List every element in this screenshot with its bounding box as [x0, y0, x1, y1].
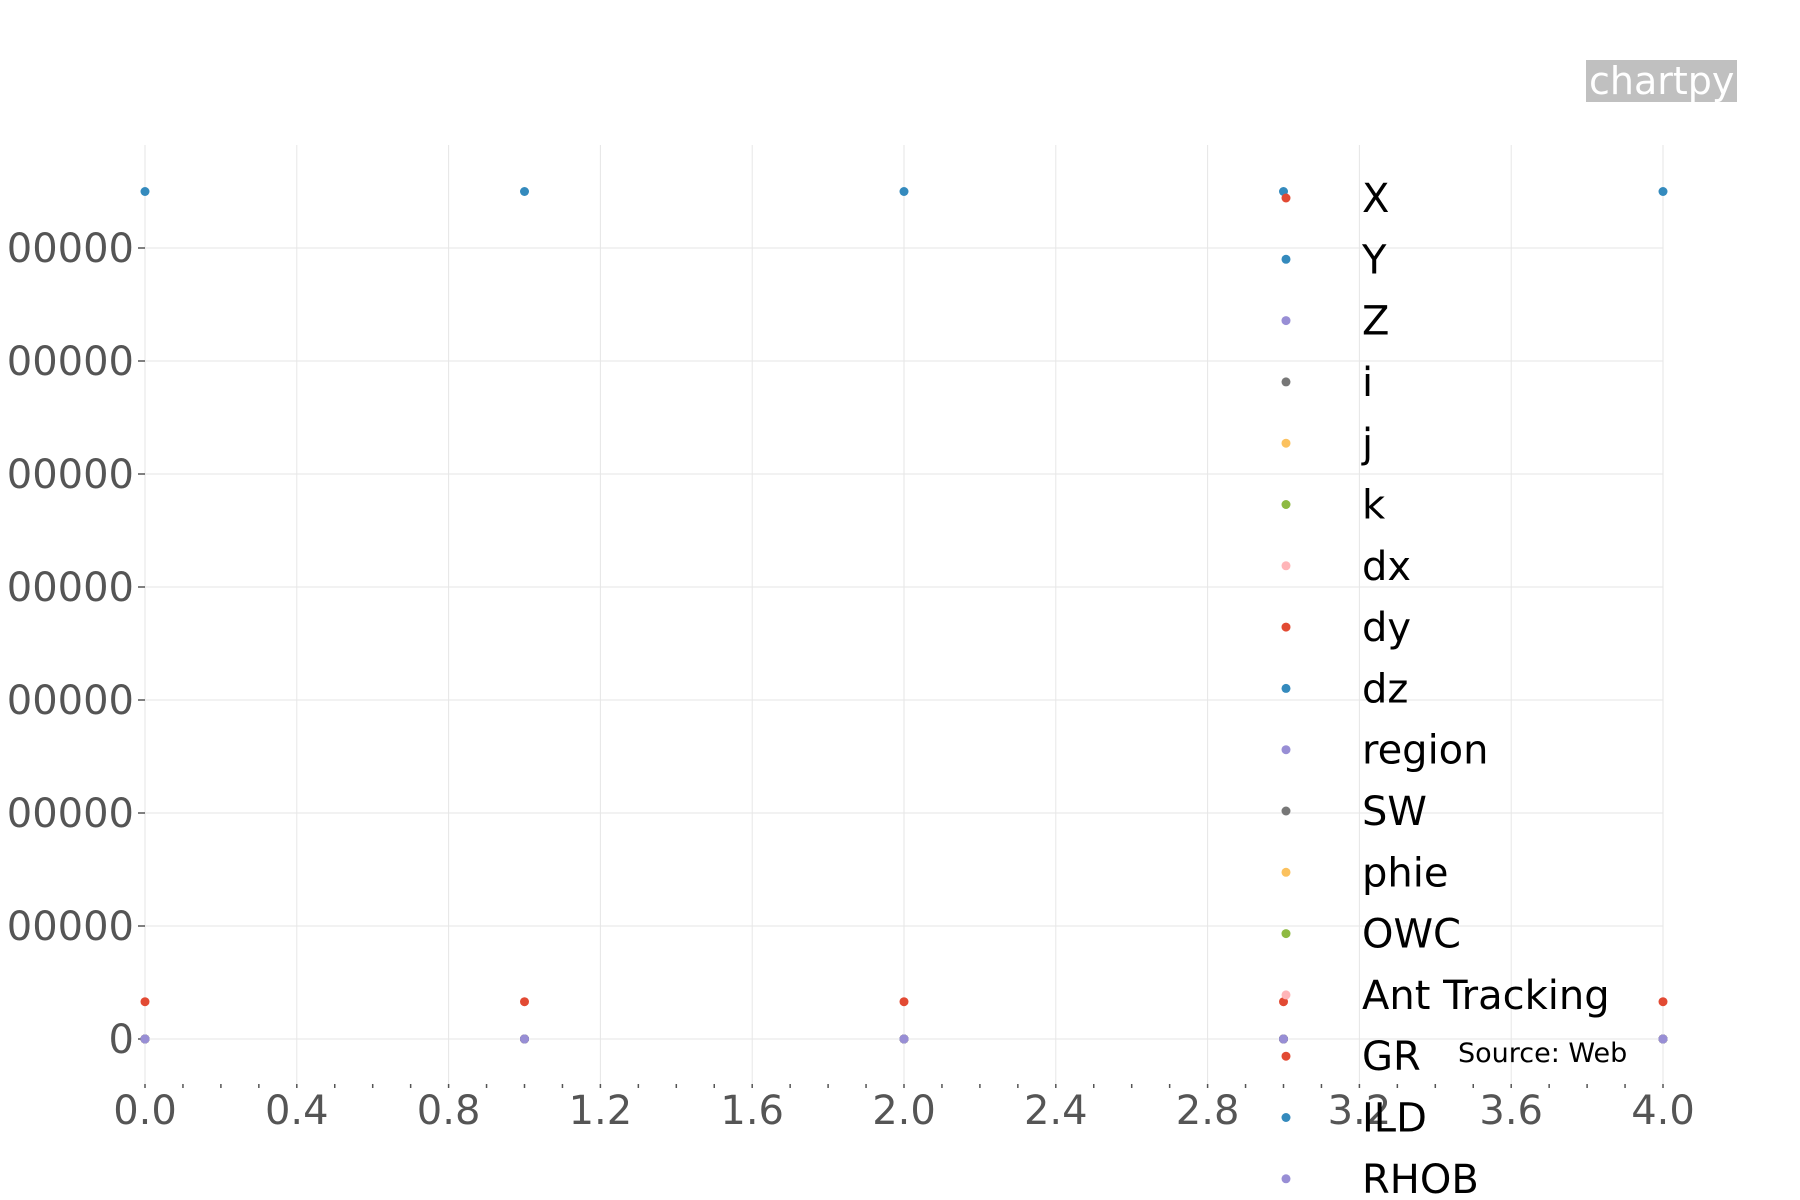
legend-marker — [1281, 929, 1291, 939]
legend-marker — [1281, 193, 1291, 203]
x-tick-label: 0.0 — [113, 1088, 177, 1134]
legend-marker — [1281, 377, 1291, 387]
legend-label: dx — [1362, 544, 1411, 590]
legend-marker — [1281, 500, 1291, 509]
x-tick-label: 3.6 — [1479, 1088, 1543, 1134]
data-point-y — [520, 187, 529, 196]
legend-label: Y — [1361, 237, 1387, 283]
legend-label: Ant Tracking — [1362, 973, 1610, 1019]
y-tick-label: 00000 — [7, 678, 134, 724]
legend-marker — [1281, 1051, 1291, 1061]
chartpy-watermark: chartpy — [1586, 60, 1738, 102]
x-tick-label: 2.0 — [872, 1088, 936, 1134]
legend-label: SW — [1362, 789, 1427, 835]
data-point-x — [1279, 997, 1288, 1007]
grid-lines — [144, 145, 1664, 1085]
x-tick-label: 1.6 — [720, 1088, 784, 1134]
x-tick-label: 2.4 — [1024, 1088, 1088, 1134]
y-tick-label: 00000 — [7, 452, 134, 498]
legend-label: OWC — [1362, 912, 1461, 958]
legend-label: GR — [1362, 1034, 1421, 1080]
data-point-x — [1658, 997, 1668, 1007]
legend-label: Z — [1362, 299, 1389, 345]
legend-label: dy — [1362, 605, 1411, 651]
legend-label: dz — [1362, 666, 1408, 712]
y-tick-label: 00000 — [7, 565, 134, 611]
x-axis: 0.0 0.4 0.8 1.2 1.6 2.0 2.4 2.8 3.2 3.6 4.0 — [113, 1084, 1695, 1134]
legend-marker — [1281, 561, 1291, 571]
x-tick-label: 1.2 — [569, 1088, 633, 1134]
legend-label: k — [1362, 483, 1386, 529]
legend-label: RHOB — [1362, 1157, 1479, 1200]
y-tick-label: 00000 — [7, 226, 134, 272]
data-point-x — [140, 997, 150, 1007]
x-tick-label: 3.2 — [1328, 1088, 1392, 1134]
legend-marker — [1281, 867, 1291, 877]
source-label: Source: Web — [1458, 1038, 1628, 1069]
legend-marker — [1281, 254, 1291, 264]
data-point-y — [140, 187, 150, 196]
legend-marker — [1281, 683, 1291, 693]
y-tick-label: 0 — [109, 1017, 134, 1063]
legend-marker — [1281, 806, 1291, 816]
data-points — [140, 187, 1668, 1044]
legend-label: region — [1362, 728, 1489, 774]
legend-marker — [1281, 438, 1291, 448]
data-point-x — [520, 997, 529, 1007]
data-point-rhob — [140, 1034, 150, 1044]
legend-marker — [1281, 1174, 1291, 1184]
data-point-y — [1658, 187, 1668, 196]
data-point-x — [899, 997, 909, 1007]
data-point-rhob — [520, 1034, 529, 1044]
data-point-rhob — [899, 1034, 909, 1044]
legend-marker — [1281, 990, 1291, 1000]
x-tick-label: 0.8 — [417, 1088, 481, 1134]
legend-label: i — [1362, 360, 1373, 406]
legend-label: phie — [1362, 850, 1448, 896]
x-tick-label: 2.8 — [1176, 1088, 1240, 1134]
y-tick-label: 00000 — [7, 339, 134, 385]
legend-marker — [1281, 745, 1291, 755]
x-tick-label: 0.4 — [265, 1088, 329, 1134]
legend-label: X — [1362, 176, 1389, 222]
legend-marker — [1281, 1113, 1291, 1122]
legend-label: ILD — [1362, 1096, 1427, 1142]
x-tick-label: 4.0 — [1631, 1088, 1695, 1134]
legend-label: j — [1361, 421, 1373, 467]
y-tick-label: 00000 — [7, 791, 134, 837]
legend-marker — [1281, 316, 1291, 326]
data-point-y — [899, 187, 909, 196]
data-point-rhob — [1279, 1034, 1288, 1044]
data-point-rhob — [1658, 1034, 1668, 1044]
legend-marker — [1281, 622, 1291, 632]
y-tick-label: 00000 — [7, 904, 134, 950]
